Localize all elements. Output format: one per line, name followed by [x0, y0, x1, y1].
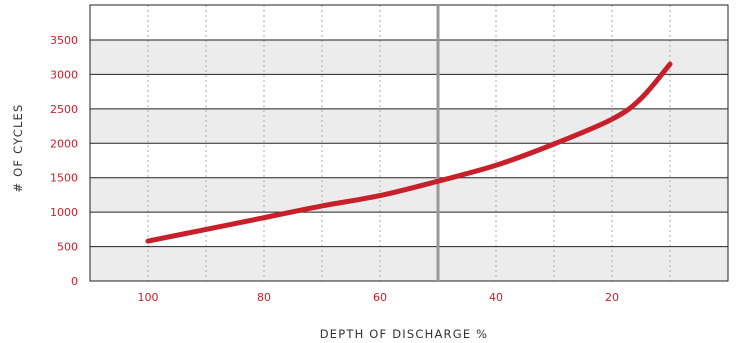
y-axis-label: # OF CYCLES	[11, 103, 25, 192]
x-tick-label: 100	[138, 291, 159, 304]
plot-frame	[89, 4, 729, 282]
background-bands	[90, 40, 728, 281]
horizontal-gridlines	[90, 39, 728, 248]
y-tick-label: 3000	[50, 68, 78, 81]
x-tick-label: 40	[489, 291, 503, 304]
y-tick-label: 2500	[50, 103, 78, 116]
series-line	[145, 61, 673, 244]
x-axis-ticks: 100 80 60 40 20	[138, 291, 620, 304]
x-axis-label: DEPTH OF DISCHARGE %	[320, 327, 489, 341]
band	[90, 40, 728, 75]
x-tick-label: 60	[373, 291, 387, 304]
y-axis-ticks: 0 500 1000 1500 2000 2500 3000 3500	[50, 34, 78, 288]
y-tick-label: 500	[57, 241, 78, 254]
y-tick-label: 3500	[50, 34, 78, 47]
band	[90, 246, 728, 281]
y-tick-label: 2000	[50, 137, 78, 150]
band	[90, 108, 728, 144]
y-tick-label: 1500	[50, 172, 78, 185]
y-tick-label: 1000	[50, 206, 78, 219]
band	[90, 177, 728, 213]
vertical-gridlines	[147, 5, 671, 281]
x-tick-label: 80	[257, 291, 271, 304]
x-tick-label: 20	[605, 291, 619, 304]
y-tick-label: 0	[71, 275, 78, 288]
